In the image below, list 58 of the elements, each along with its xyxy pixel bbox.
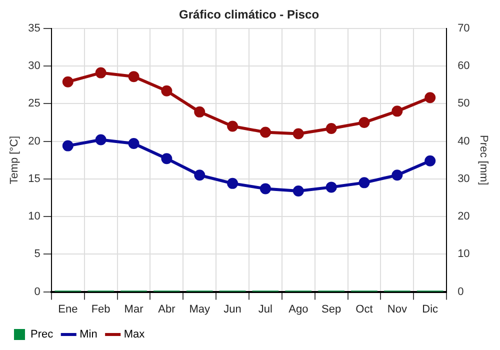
x-tick-label: Ago (288, 303, 308, 316)
point (95, 134, 106, 146)
point (292, 128, 304, 140)
x-tick-label: Jul (258, 303, 272, 316)
y-tick-label: 35 (28, 22, 40, 34)
point (392, 106, 403, 117)
y-tick-label: 0 (34, 286, 40, 298)
y2-tick-label: 30 (458, 172, 470, 185)
point (392, 170, 403, 181)
point (358, 116, 370, 128)
x-tick-label: Oct (356, 303, 373, 316)
point (358, 177, 370, 188)
point (161, 153, 172, 164)
point (326, 182, 337, 193)
point (260, 126, 271, 138)
y2-tick-label: 60 (458, 60, 470, 72)
point (161, 85, 172, 96)
y2-tick-label: 0 (458, 286, 464, 298)
point (62, 76, 74, 88)
legend-label: Prec (30, 328, 54, 341)
x-tick-label: Nov (387, 303, 408, 316)
legend-label: Min (80, 328, 98, 341)
y2-tick-label: 20 (458, 210, 470, 223)
point (424, 155, 436, 166)
y2-tick-label: 50 (458, 98, 470, 110)
y2-tick-label: 40 (458, 135, 470, 148)
y-tick-label: 15 (28, 172, 40, 185)
point (227, 120, 238, 132)
y2-tick-label: 70 (458, 22, 470, 34)
point (128, 138, 140, 150)
y2-axis-title: Prec [mm] (477, 135, 490, 186)
point (227, 178, 238, 189)
x-tick-label: Mar (124, 303, 144, 316)
point (260, 183, 271, 194)
x-tick-label: Dic (422, 303, 439, 316)
x-tick-label: Sep (322, 303, 342, 316)
legend-label: Max (124, 328, 146, 341)
x-tick-label: Jun (224, 303, 242, 316)
point (128, 71, 140, 82)
x-tick-label: Abr (158, 303, 176, 316)
y-tick-label: 20 (28, 135, 40, 148)
point (292, 185, 304, 196)
point (62, 140, 74, 152)
point (194, 106, 206, 118)
y-tick-label: 30 (28, 60, 40, 72)
point (424, 92, 436, 104)
y-tick-label: 5 (34, 248, 40, 260)
x-tick-label: May (189, 303, 210, 316)
point (95, 67, 106, 78)
point (194, 170, 206, 181)
y2-tick-label: 10 (458, 248, 470, 260)
x-tick-label: Feb (91, 303, 110, 316)
chart-title: Gráfico climático - Pisco (178, 8, 320, 22)
x-tick-label: Ene (58, 303, 78, 316)
y-axis-title: Temp [°C] (8, 136, 21, 184)
point (326, 122, 337, 134)
y-tick-label: 10 (28, 210, 40, 223)
y-tick-label: 25 (28, 98, 40, 110)
